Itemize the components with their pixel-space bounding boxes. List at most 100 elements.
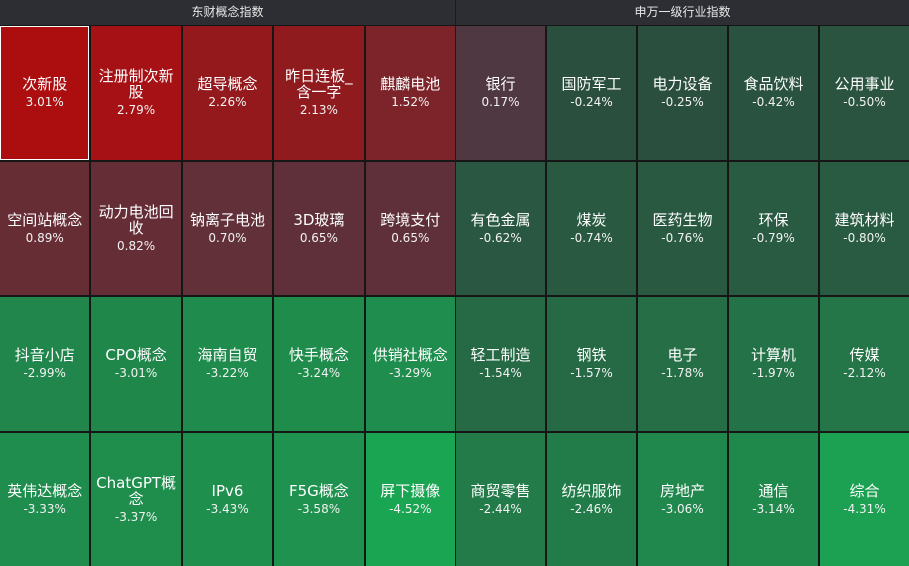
- tile[interactable]: 抖音小店 -2.99%: [0, 297, 90, 431]
- tile[interactable]: 银行 0.17%: [456, 26, 545, 160]
- tile-value: -1.57%: [570, 366, 613, 381]
- tile[interactable]: 公用事业 -0.50%: [820, 26, 909, 160]
- tile[interactable]: ChatGPT概念 -3.37%: [91, 432, 181, 566]
- tile[interactable]: 医药生物 -0.76%: [638, 161, 727, 295]
- tile-value: -4.31%: [843, 501, 886, 516]
- tile-name: 通信: [758, 481, 789, 500]
- tile[interactable]: 3D玻璃 0.65%: [274, 161, 364, 295]
- tile[interactable]: 注册制次新股 2.79%: [91, 26, 181, 160]
- tile[interactable]: 动力电池回收 0.82%: [91, 161, 181, 295]
- tile-name: 食品饮料: [743, 75, 804, 94]
- tile-value: -0.62%: [479, 230, 522, 245]
- tile-value: -2.99%: [23, 366, 66, 381]
- tile-value: -4.52%: [389, 501, 432, 516]
- tile-name: 屏下摄像: [380, 481, 441, 500]
- tile-value: 0.65%: [299, 230, 338, 245]
- panel-title: 申万一级行业指数: [456, 0, 909, 25]
- tile-name: 3D玻璃: [293, 210, 345, 229]
- tile-value: -3.01%: [114, 366, 158, 381]
- tile-value: 2.79%: [117, 103, 156, 118]
- tile[interactable]: 空间站概念 0.89%: [0, 161, 90, 295]
- tile-name: 有色金属: [470, 210, 531, 229]
- tile[interactable]: 有色金属 -0.62%: [456, 161, 545, 295]
- tile-name: 跨境支付: [380, 210, 441, 229]
- tile-name: 环保: [758, 210, 789, 229]
- tile[interactable]: 麒麟电池 1.52%: [365, 26, 455, 160]
- tile[interactable]: 综合 -4.31%: [820, 432, 909, 566]
- tile-name: 纺织服饰: [561, 481, 622, 500]
- tile-name: 超导概念: [197, 75, 258, 94]
- tile-value: -1.97%: [752, 366, 795, 381]
- tile-value: -0.80%: [843, 230, 886, 245]
- tile-name: 供销社概念: [372, 346, 448, 365]
- tile-name: 昨日连板_含一字: [285, 67, 353, 102]
- tile-name: 麒麟电池: [380, 75, 441, 94]
- tile-name: 房地产: [659, 481, 705, 500]
- tile[interactable]: 计算机 -1.97%: [729, 297, 818, 431]
- tile-name: 英伟达概念: [7, 481, 83, 500]
- panel: 申万一级行业指数 银行 0.17% 国防军工 -0.24% 电力设备 -0.25% 食品饮料 -…: [456, 0, 909, 566]
- tile-value: 0.17%: [481, 95, 520, 110]
- tile-name: 公用事业: [834, 75, 895, 94]
- tile-value: -2.12%: [843, 366, 886, 381]
- tile[interactable]: IPv6 -3.43%: [182, 432, 273, 566]
- tile-name: 注册制次新股: [98, 67, 174, 102]
- tile-value: 0.65%: [391, 230, 430, 245]
- tile-name: CPO概念: [105, 346, 167, 365]
- tile[interactable]: 煤炭 -0.74%: [547, 161, 636, 295]
- tile-name: 海南自贸: [197, 346, 258, 365]
- tile-value: -0.79%: [752, 230, 795, 245]
- tile-name: 银行: [485, 75, 516, 94]
- tile-name: 国防军工: [561, 75, 622, 94]
- tile[interactable]: 海南自贸 -3.22%: [182, 297, 273, 431]
- tile-grid: 银行 0.17% 国防军工 -0.24% 电力设备 -0.25% 食品饮料 -0.42% 公用事…: [456, 25, 909, 566]
- tile-name: IPv6: [211, 481, 244, 500]
- tile[interactable]: 国防军工 -0.24%: [547, 26, 636, 160]
- panel: 东财概念指数 次新股 3.01% 注册制次新股 2.79% 超导概念 2.26% 昨日连板_含…: [0, 0, 455, 566]
- tile[interactable]: 电力设备 -0.25%: [638, 26, 727, 160]
- tile[interactable]: 英伟达概念 -3.33%: [0, 432, 90, 566]
- tile[interactable]: 商贸零售 -2.44%: [456, 432, 545, 566]
- tile[interactable]: 供销社概念 -3.29%: [365, 297, 455, 431]
- tile-name: 商贸零售: [470, 481, 531, 500]
- tile-value: -3.58%: [297, 501, 341, 516]
- tile-name: F5G概念: [288, 481, 349, 500]
- tile[interactable]: F5G概念 -3.58%: [274, 432, 364, 566]
- tile[interactable]: CPO概念 -3.01%: [91, 297, 181, 431]
- tile-value: -3.29%: [389, 366, 432, 381]
- tile[interactable]: 通信 -3.14%: [729, 432, 818, 566]
- tile[interactable]: 纺织服饰 -2.46%: [547, 432, 636, 566]
- tile[interactable]: 跨境支付 0.65%: [365, 161, 455, 295]
- tile-name: 计算机: [750, 346, 796, 365]
- tile-name: 空间站概念: [7, 210, 83, 229]
- tile[interactable]: 传媒 -2.12%: [820, 297, 909, 431]
- tile[interactable]: 超导概念 2.26%: [182, 26, 273, 160]
- tile[interactable]: 钢铁 -1.57%: [547, 297, 636, 431]
- tile-value: 0.89%: [25, 230, 64, 245]
- tile-name: 动力电池回收: [98, 202, 174, 237]
- tile[interactable]: 昨日连板_含一字 2.13%: [274, 26, 364, 160]
- tile-name: 综合: [849, 481, 880, 500]
- tile[interactable]: 钠离子电池 0.70%: [182, 161, 273, 295]
- tile[interactable]: 电子 -1.78%: [638, 297, 727, 431]
- tile-name: 钠离子电池: [189, 210, 265, 229]
- tile[interactable]: 房地产 -3.06%: [638, 432, 727, 566]
- tile[interactable]: 食品饮料 -0.42%: [729, 26, 818, 160]
- tile[interactable]: 建筑材料 -0.80%: [820, 161, 909, 295]
- tile-value: -0.25%: [661, 95, 704, 110]
- tile-value: -0.24%: [570, 95, 613, 110]
- tile[interactable]: 轻工制造 -1.54%: [456, 297, 545, 431]
- tile[interactable]: 环保 -0.79%: [729, 161, 818, 295]
- panel-title: 东财概念指数: [0, 0, 455, 25]
- tile-name: ChatGPT概念: [96, 473, 177, 508]
- tile-value: -0.74%: [570, 230, 613, 245]
- tile-value: 1.52%: [391, 95, 430, 110]
- tile[interactable]: 屏下摄像 -4.52%: [365, 432, 455, 566]
- tile-value: -3.24%: [297, 366, 341, 381]
- tile[interactable]: 次新股 3.01%: [0, 26, 90, 160]
- tile-name: 医药生物: [652, 210, 713, 229]
- tile-value: 3.01%: [25, 95, 64, 110]
- tile-value: -0.76%: [661, 230, 704, 245]
- tile[interactable]: 快手概念 -3.24%: [274, 297, 364, 431]
